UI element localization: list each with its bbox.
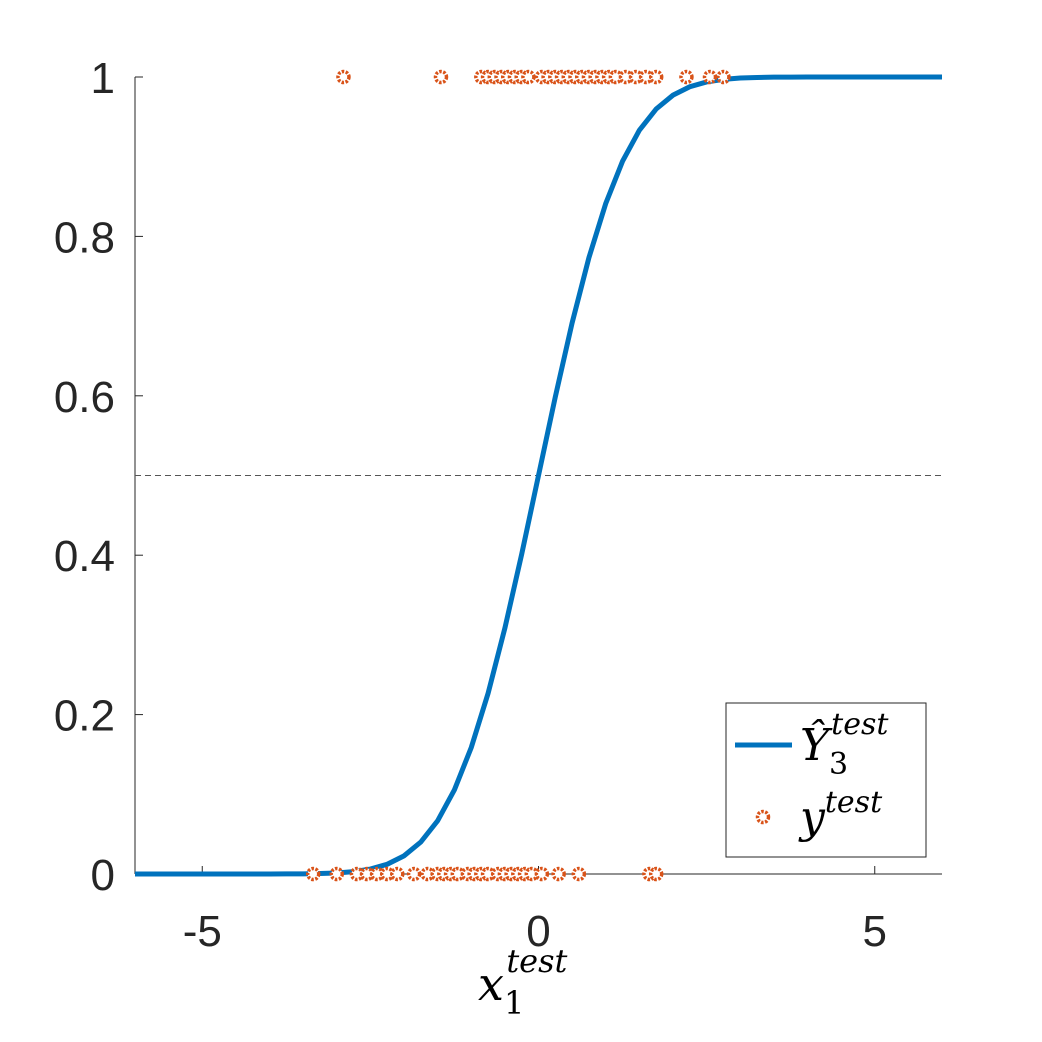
curve [135, 74, 942, 877]
scatter-point [433, 69, 449, 85]
legend-marker [755, 809, 771, 825]
scatter-point [305, 866, 321, 882]
scatter-point [648, 866, 664, 882]
x-label-sup: test [506, 942, 567, 980]
scatter-point [406, 866, 422, 882]
scatter-point [702, 69, 718, 85]
scatter-point [551, 866, 566, 882]
legend-name: Ŷ [800, 718, 833, 771]
scatter-point [534, 866, 550, 882]
x-label-sub: 1 [504, 984, 524, 1022]
scatter-point [329, 866, 344, 882]
legend-label: Ŷ3 test [800, 707, 889, 782]
y-tick-label: 0.2 [54, 692, 115, 741]
scatter-point [679, 69, 694, 85]
x-tick-label: -5 [183, 907, 222, 956]
scatter-point [648, 69, 664, 85]
x-axis-label: x1 test [478, 942, 568, 1022]
scatter-point [521, 69, 536, 85]
legend-box [725, 702, 927, 858]
legend-sub: 3 [829, 747, 848, 782]
scatter-point [390, 866, 405, 882]
legend-sup: test [825, 785, 883, 820]
y-tick-label: 1 [91, 54, 115, 103]
y-tick-label: 0 [91, 851, 115, 900]
legend-name: y [798, 792, 826, 843]
x-tick-label: 5 [863, 907, 887, 956]
x-label-main: x [478, 957, 504, 1011]
y-tick-label: 0.4 [54, 532, 115, 581]
scatter-point [336, 69, 351, 85]
y-tick-label: 0.6 [54, 373, 115, 422]
scatter-point [716, 69, 731, 85]
legend-sup: test [831, 707, 889, 742]
legend-label: ytest [798, 785, 883, 843]
scatter-point [571, 866, 587, 882]
x-tick-label: 0 [526, 907, 550, 956]
y-tick-label: 0.8 [54, 213, 115, 262]
